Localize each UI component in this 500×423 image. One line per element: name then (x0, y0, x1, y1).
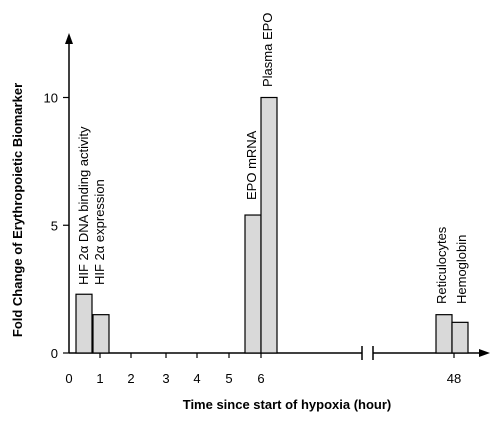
y-axis-title: Fold Change of Erythropoietic Biomarker (10, 83, 25, 337)
bar (92, 314, 110, 354)
bars (75, 96, 469, 354)
x-tick-label: 0 (65, 371, 72, 386)
x-tick-label: 5 (225, 371, 232, 386)
y-axis (65, 33, 73, 353)
bar-annotation: Hemoglobin (454, 235, 469, 304)
x-tick-label: 48 (447, 371, 461, 386)
bar (244, 214, 262, 354)
x-axis-arrow (479, 349, 490, 357)
bar (75, 293, 93, 354)
x-tick-label: 1 (96, 371, 103, 386)
x-tick-label: 4 (193, 371, 200, 386)
x-tick-label: 6 (257, 371, 264, 386)
bar-annotation: HIF 2α expression (92, 179, 107, 285)
x-tick-label: 3 (162, 371, 169, 386)
bar (451, 321, 469, 354)
bar-annotation: EPO mRNA (244, 130, 259, 200)
x-axis (69, 346, 490, 360)
y-tick-label: 10 (44, 91, 58, 106)
bar-annotation: Plasma EPO (260, 13, 275, 87)
y-tick-label: 5 (51, 218, 58, 233)
y-ticks: 0 5 10 (44, 91, 69, 361)
x-axis-title: Time since start of hypoxia (hour) (183, 397, 392, 412)
bar (260, 96, 278, 354)
y-tick-label: 0 (51, 346, 58, 361)
x-ticks: 0 1 2 3 4 5 6 48 (65, 353, 461, 386)
y-axis-arrow (65, 33, 73, 44)
bar (435, 314, 453, 354)
bar-annotation: HIF 2α DNA binding activity (76, 126, 91, 285)
x-tick-label: 2 (127, 371, 134, 386)
bar-annotation: Reticulocytes (434, 226, 449, 304)
annotations: HIF 2α DNA binding activity HIF 2α expres… (76, 13, 469, 304)
